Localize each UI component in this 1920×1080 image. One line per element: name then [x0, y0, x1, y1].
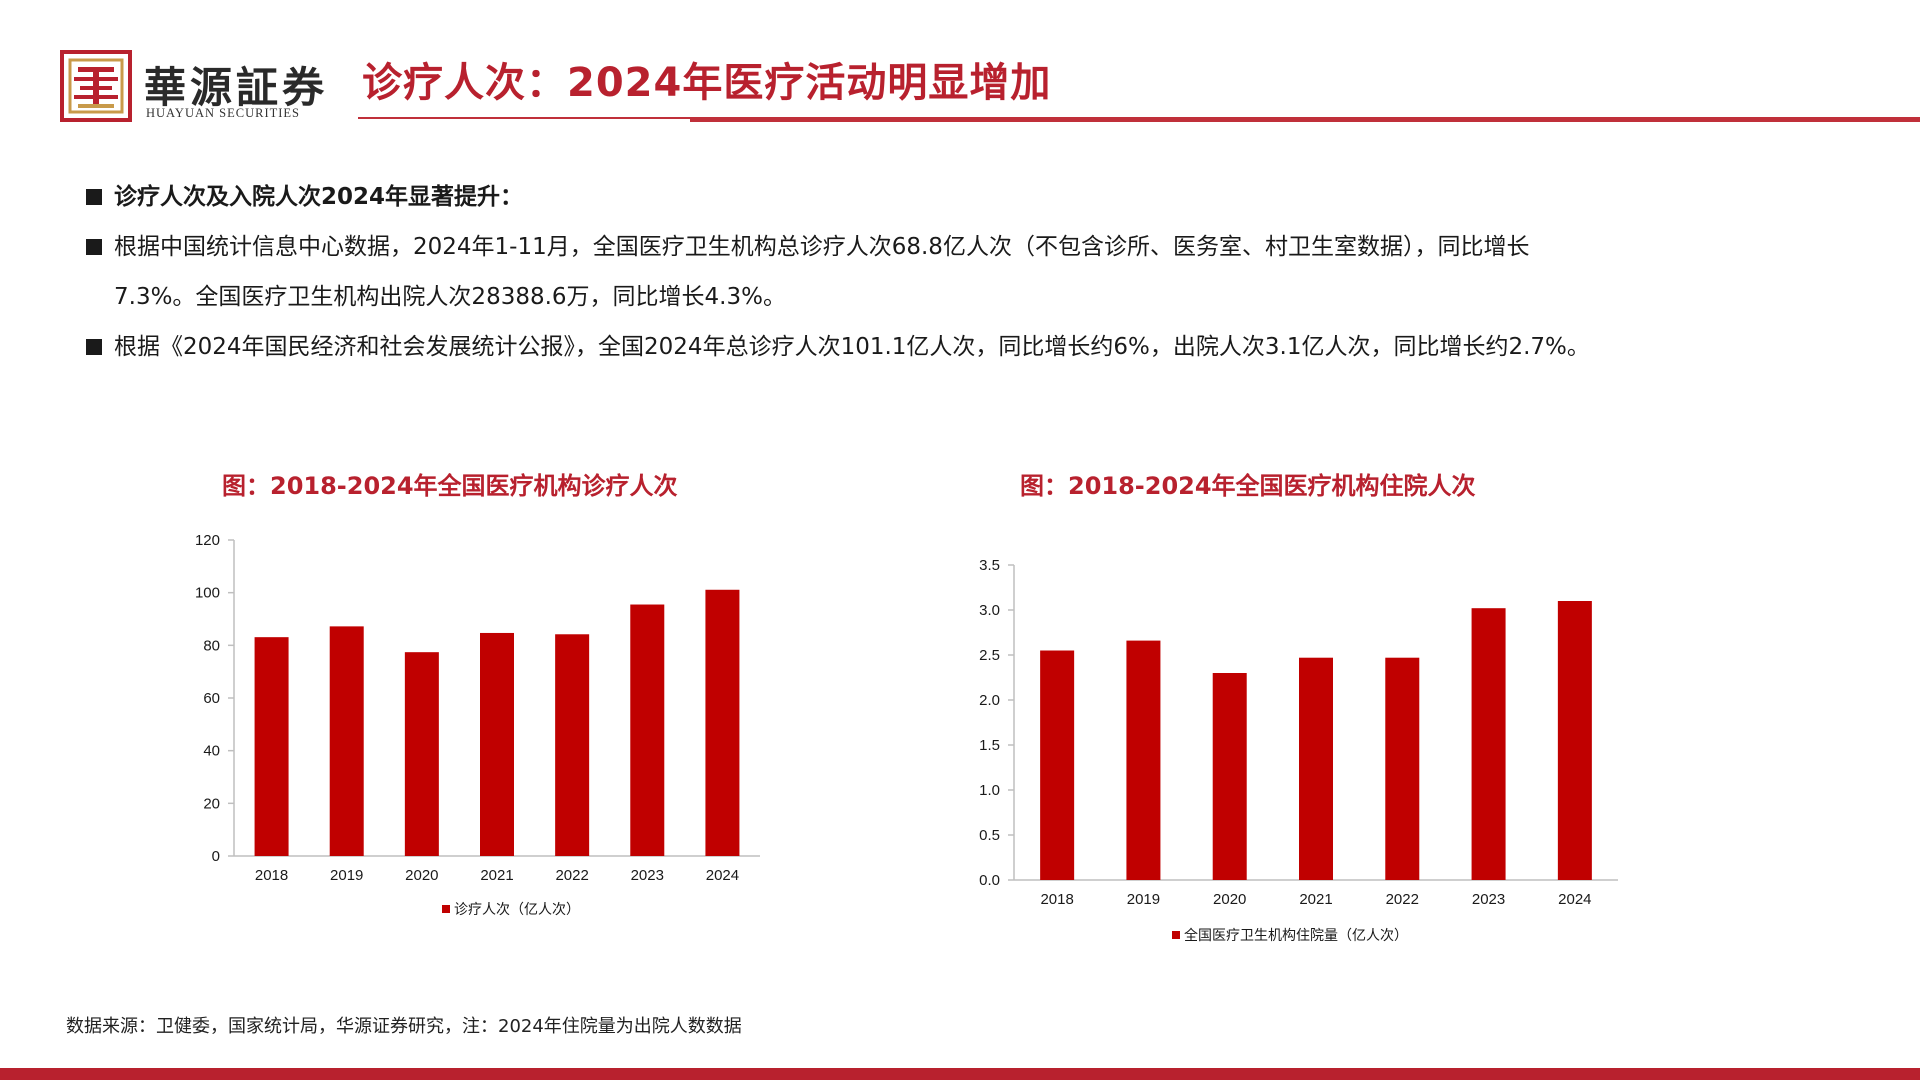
- legend-label: 诊疗人次（亿人次）: [454, 901, 580, 917]
- bullet-square-icon: [86, 239, 102, 255]
- chart-title-visits: 图：2018-2024年全国医疗机构诊疗人次: [222, 472, 678, 500]
- y-tick-label: 3.5: [979, 557, 1000, 574]
- y-tick-label: 0.5: [979, 827, 1000, 844]
- footer-bar: [0, 1068, 1920, 1080]
- x-tick-label: 2021: [480, 867, 513, 884]
- x-tick-label: 2019: [1127, 891, 1160, 908]
- bar: [329, 626, 364, 856]
- bullet-item: 根据《2024年国民经济和社会发展统计公报》，全国2024年总诊疗人次101.1…: [86, 322, 1886, 372]
- data-source-note: 数据来源：卫健委，国家统计局，华源证券研究，注：2024年住院量为出院人数数据: [66, 1016, 742, 1037]
- bullet-square-icon: [86, 189, 102, 205]
- x-tick-label: 2020: [1213, 891, 1246, 908]
- y-tick-label: 60: [203, 690, 220, 707]
- bar: [1299, 657, 1333, 880]
- y-tick-label: 40: [203, 743, 220, 760]
- bullet-text: 根据《2024年国民经济和社会发展统计公报》，全国2024年总诊疗人次101.1…: [114, 334, 1590, 360]
- logo-subtext: HUAYUAN SECURITIES: [146, 106, 301, 120]
- bar: [1126, 640, 1161, 880]
- legend-swatch: [442, 905, 450, 913]
- y-tick-label: 2.0: [979, 692, 1000, 709]
- chart-title-inpatient: 图：2018-2024年全国医疗机构住院人次: [1020, 472, 1476, 500]
- bar: [555, 634, 590, 856]
- bullet-list: 诊疗人次及入院人次2024年显著提升： 根据中国统计信息中心数据，2024年1-…: [86, 172, 1886, 372]
- bar: [254, 637, 289, 856]
- bullet-text-continued: 7.3%。全国医疗卫生机构出院人次28388.6万，同比增长4.3%。: [114, 284, 786, 310]
- x-tick-label: 2021: [1299, 891, 1332, 908]
- x-tick-label: 2024: [706, 867, 739, 884]
- y-tick-label: 20: [203, 795, 220, 812]
- bar: [630, 604, 665, 856]
- x-tick-label: 2020: [405, 867, 438, 884]
- y-tick-label: 80: [203, 637, 220, 654]
- y-tick-label: 1.0: [979, 782, 1000, 799]
- y-tick-label: 0: [212, 848, 220, 865]
- page-title: 诊疗人次：2024年医疗活动明显增加: [362, 60, 1052, 106]
- x-tick-label: 2023: [631, 867, 664, 884]
- visits-bar-chart: 0 20 40 60 80 100 120 2018 2019 2020 2021 2022 2023 2…: [195, 532, 760, 917]
- inpatient-bar-chart: 0.0 0.5 1.0 1.5 2.0 2.5 3.0 3.5 2018 2019 2020 2021…: [979, 557, 1618, 943]
- bar: [1040, 650, 1075, 880]
- x-tick-label: 2018: [255, 867, 288, 884]
- bullet-text: 根据中国统计信息中心数据，2024年1-11月，全国医疗卫生机构总诊疗人次68.…: [114, 234, 1530, 260]
- bullet-square-icon: [86, 339, 102, 355]
- bar: [1212, 673, 1247, 880]
- logo-text: 華源証券: [144, 63, 329, 112]
- title-divider-accent: [690, 117, 1920, 122]
- x-tick-label: 2019: [330, 867, 363, 884]
- y-tick-label: 1.5: [979, 737, 1000, 754]
- bullet-item: 诊疗人次及入院人次2024年显著提升：: [86, 172, 1886, 222]
- bullet-text: 诊疗人次及入院人次2024年显著提升：: [114, 184, 524, 210]
- x-tick-label: 2023: [1472, 891, 1505, 908]
- legend-swatch: [1172, 931, 1180, 939]
- header: 華源証券 HUAYUAN SECURITIES 诊疗人次：2024年医疗活动明显…: [0, 0, 1920, 130]
- y-tick-label: 3.0: [979, 602, 1000, 619]
- x-tick-label: 2018: [1040, 891, 1073, 908]
- y-tick-label: 100: [195, 585, 220, 602]
- bar: [404, 652, 439, 856]
- x-tick-label: 2022: [1386, 891, 1419, 908]
- bullet-item: 根据中国统计信息中心数据，2024年1-11月，全国医疗卫生机构总诊疗人次68.…: [86, 222, 1886, 322]
- y-tick-label: 120: [195, 532, 220, 549]
- bar: [1471, 608, 1506, 880]
- y-tick-label: 2.5: [979, 647, 1000, 664]
- x-tick-label: 2024: [1558, 891, 1591, 908]
- bar: [1557, 601, 1592, 880]
- x-tick-label: 2022: [555, 867, 588, 884]
- company-logo: 華源証券 HUAYUAN SECURITIES: [60, 50, 360, 126]
- y-tick-label: 0.0: [979, 872, 1000, 889]
- logo-seal-icon: [60, 50, 132, 122]
- bar: [1385, 657, 1420, 880]
- legend-label: 全国医疗卫生机构住院量（亿人次）: [1184, 927, 1408, 943]
- bar: [705, 589, 740, 856]
- bar: [480, 632, 514, 856]
